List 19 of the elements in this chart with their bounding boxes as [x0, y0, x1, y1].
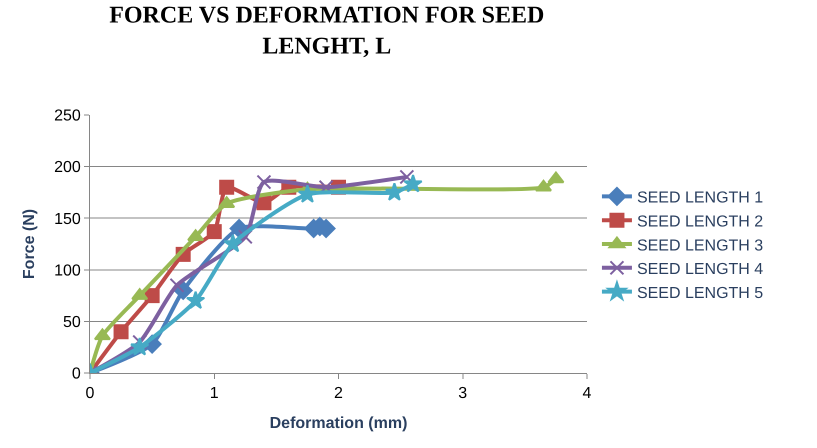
legend-label: SEED LENGTH 3 — [636, 237, 764, 254]
y-tick-label: 200 — [54, 159, 81, 176]
x-tick-label: 3 — [458, 385, 468, 402]
x-tick-label: 4 — [582, 385, 592, 402]
y-tick-label: 50 — [63, 314, 81, 331]
y-tick-label: 150 — [54, 210, 81, 228]
x-axis-title: Deformation (mm) — [270, 414, 408, 432]
x-tick-label: 0 — [86, 385, 95, 402]
y-axis-title: Force (N) — [20, 208, 38, 280]
legend-label: SEED LENGTH 4 — [636, 261, 764, 278]
legend-label: SEED LENGTH 2 — [636, 213, 764, 230]
chart-title: FORCE VS DEFORMATION FOR SEED LENGHT, L — [109, 2, 544, 60]
legend-label: SEED LENGTH 1 — [636, 190, 764, 207]
x-tick-label: 1 — [210, 385, 219, 402]
y-tick-label: 100 — [54, 262, 81, 280]
x-tick-label: 2 — [334, 385, 344, 402]
legend-label: SEED LENGTH 5 — [636, 284, 764, 302]
y-tick-label: 0 — [72, 366, 81, 383]
y-tick-label: 250 — [54, 108, 81, 125]
